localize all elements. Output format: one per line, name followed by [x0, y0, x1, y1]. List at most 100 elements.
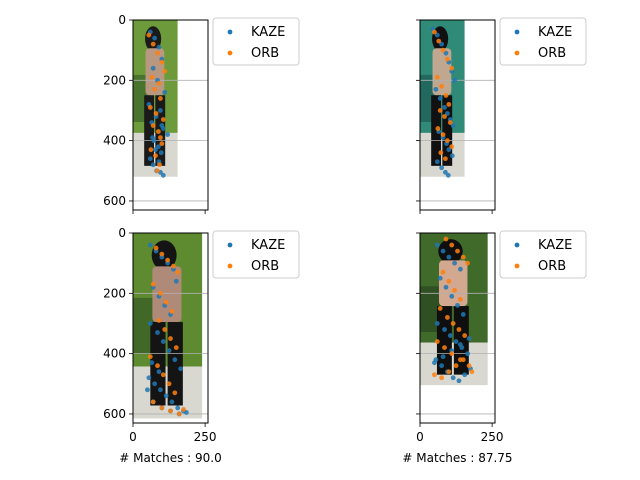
point-orb [457, 296, 463, 302]
point-orb [146, 32, 152, 38]
x-tick-label: 250 [481, 430, 504, 444]
y-tick-label: 0 [118, 13, 126, 27]
person-leg-left [436, 306, 452, 375]
point-orb [442, 114, 447, 119]
person-leg-right [442, 95, 453, 166]
point-orb [442, 156, 448, 162]
point-orb [149, 74, 155, 80]
point-kaze [466, 336, 472, 341]
point-orb [153, 153, 158, 159]
point-kaze [178, 366, 183, 372]
point-orb [162, 68, 168, 74]
point-orb [445, 138, 450, 144]
point-orb [435, 126, 441, 131]
point-kaze [449, 153, 455, 159]
y-tick-label: 600 [103, 407, 126, 421]
legend-label-kaze: KAZE [538, 238, 572, 253]
axes-frame [419, 232, 496, 424]
point-orb [168, 408, 173, 414]
person-leg-right [453, 306, 469, 375]
point-orb [432, 372, 437, 378]
point-orb [153, 111, 159, 116]
point-kaze [146, 375, 152, 381]
axes-frame [132, 232, 209, 424]
x-axis-label: # Matches : 87.75 [402, 451, 512, 465]
point-kaze [434, 159, 440, 165]
subplot-bottom-right: 0 250 # Matches : 87.75 KAZE ORB [402, 230, 587, 465]
y-tick-label: 200 [103, 73, 126, 87]
point-kaze [150, 135, 156, 141]
point-orb [150, 281, 156, 287]
point-orb [160, 372, 166, 378]
point-orb [449, 351, 455, 357]
point-kaze [443, 284, 449, 290]
legend-marker-kaze [514, 29, 520, 35]
point-kaze [149, 360, 155, 366]
legend-box [499, 230, 587, 279]
point-orb [160, 117, 166, 122]
point-orb [445, 315, 450, 320]
point-orb [452, 287, 458, 293]
point-orb [446, 102, 452, 107]
point-orb [150, 399, 156, 405]
point-orb [443, 236, 449, 242]
point-orb [168, 336, 173, 341]
legend-marker-kaze [514, 242, 520, 248]
point-orb [170, 263, 176, 269]
photo-region [133, 233, 203, 419]
point-kaze [440, 354, 446, 360]
point-orb [150, 41, 156, 47]
point-kaze [452, 260, 458, 266]
point-orb [450, 321, 456, 326]
point-kaze [158, 150, 164, 156]
point-orb [153, 245, 159, 251]
point-kaze [452, 77, 458, 83]
point-kaze [145, 387, 150, 393]
point-orb [460, 254, 466, 260]
point-kaze [150, 162, 156, 168]
point-orb [156, 80, 162, 86]
point-kaze [442, 105, 447, 110]
legend-box [499, 17, 587, 66]
point-orb [158, 135, 163, 141]
point-orb [169, 309, 175, 314]
subplot-top-left: 0 200 400 600 KAZE ORB [103, 13, 300, 214]
point-orb [155, 50, 160, 56]
legend-box [212, 230, 300, 279]
point-orb [447, 120, 453, 125]
point-orb [436, 38, 442, 44]
legend-marker-orb [227, 263, 233, 269]
point-kaze [457, 342, 463, 347]
point-orb [456, 327, 462, 332]
y-tick-label: 600 [103, 194, 126, 208]
point-kaze [439, 165, 445, 171]
point-kaze [462, 372, 468, 378]
point-kaze [455, 302, 460, 308]
point-kaze [457, 266, 463, 272]
point-orb [176, 411, 182, 417]
point-kaze [158, 387, 163, 393]
point-orb [155, 363, 160, 369]
legend-box [212, 17, 300, 66]
point-kaze [165, 132, 171, 138]
legend-label-kaze: KAZE [251, 238, 285, 253]
point-kaze [160, 172, 166, 178]
y-tick-label: 200 [103, 286, 126, 300]
point-kaze [453, 339, 459, 344]
point-kaze [432, 360, 437, 366]
point-orb [159, 141, 165, 147]
point-orb [446, 369, 452, 375]
point-orb [460, 357, 466, 363]
point-kaze [169, 399, 175, 405]
point-orb [162, 327, 168, 332]
legend-label-orb: ORB [538, 46, 566, 61]
point-orb [453, 363, 459, 369]
point-kaze [147, 242, 153, 248]
point-orb [148, 147, 154, 153]
point-kaze [443, 50, 449, 56]
point-kaze [173, 278, 179, 284]
point-kaze [465, 351, 470, 357]
legend-label-orb: ORB [251, 259, 279, 274]
